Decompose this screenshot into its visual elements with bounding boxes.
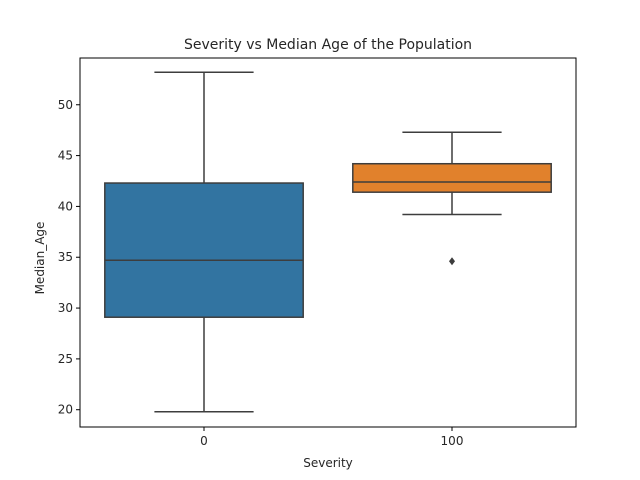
y-tick-label: 25 [58,352,73,366]
box-100 [352,162,552,193]
y-tick-label: 35 [58,250,73,264]
y-tick-label: 40 [58,199,73,213]
plot-frame [79,57,577,428]
y-tick-label: 30 [58,301,73,315]
x-tick-label: 100 [441,434,464,448]
y-tick-label: 45 [58,149,73,163]
plot-area: 20 25 30 35 40 45 50 0 100 [58,57,577,448]
x-tick-label: 0 [200,434,208,448]
y-tick-label: 50 [58,98,73,112]
y-axis-label: Median_Age [33,222,47,295]
chart-title: Severity vs Median Age of the Population [184,37,472,53]
outlier-point [449,257,455,266]
box-0 [104,182,304,318]
x-axis-label: Severity [303,456,353,470]
y-tick-label: 20 [58,403,73,417]
